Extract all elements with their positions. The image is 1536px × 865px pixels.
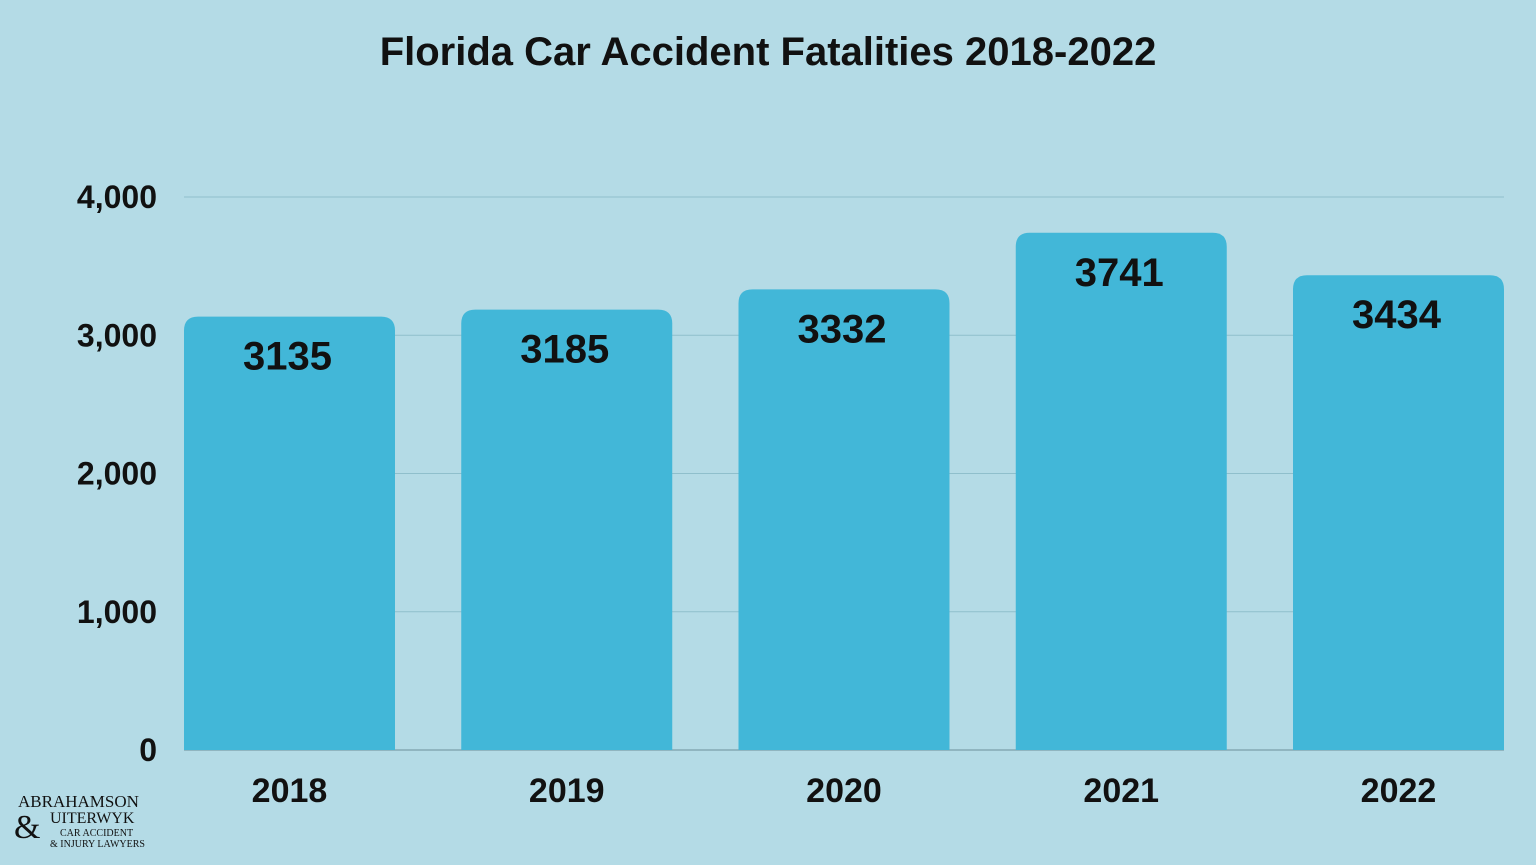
- x-tick-label: 2018: [252, 772, 328, 810]
- logo-line3: CAR ACCIDENT: [60, 828, 134, 839]
- y-tick-label: 2,000: [77, 456, 157, 492]
- data-label: 3332: [798, 307, 887, 351]
- bar-2020: [738, 289, 950, 750]
- x-tick-label: 2019: [529, 772, 605, 810]
- bar-2021: [1015, 232, 1227, 750]
- data-label: 3741: [1075, 251, 1164, 295]
- logo-ampersand: &: [14, 811, 41, 845]
- logo-line2: UITERWYK: [50, 810, 135, 827]
- data-label: 3434: [1352, 293, 1442, 337]
- data-label: 3185: [520, 328, 609, 372]
- bar-2022: [1293, 275, 1504, 750]
- chart-title: Florida Car Accident Fatalities 2018-202…: [379, 30, 1157, 74]
- y-tick-label: 4,000: [77, 179, 157, 215]
- firm-logo: ABRAHAMSON & UITERWYK CAR ACCIDENT & INJ…: [14, 793, 174, 853]
- data-label: 3135: [243, 335, 332, 379]
- x-tick-label: 2020: [806, 772, 882, 810]
- y-tick-label: 1,000: [77, 594, 157, 630]
- logo-line1: ABRAHAMSON: [18, 792, 139, 811]
- y-tick-label: 3,000: [77, 317, 157, 353]
- bar-2019: [461, 309, 673, 750]
- x-tick-label: 2022: [1361, 772, 1437, 810]
- logo-line4: & INJURY LAWYERS: [50, 839, 145, 850]
- x-tick-label: 2021: [1083, 772, 1159, 810]
- bar-2018: [184, 316, 395, 750]
- y-tick-label: 0: [139, 732, 157, 768]
